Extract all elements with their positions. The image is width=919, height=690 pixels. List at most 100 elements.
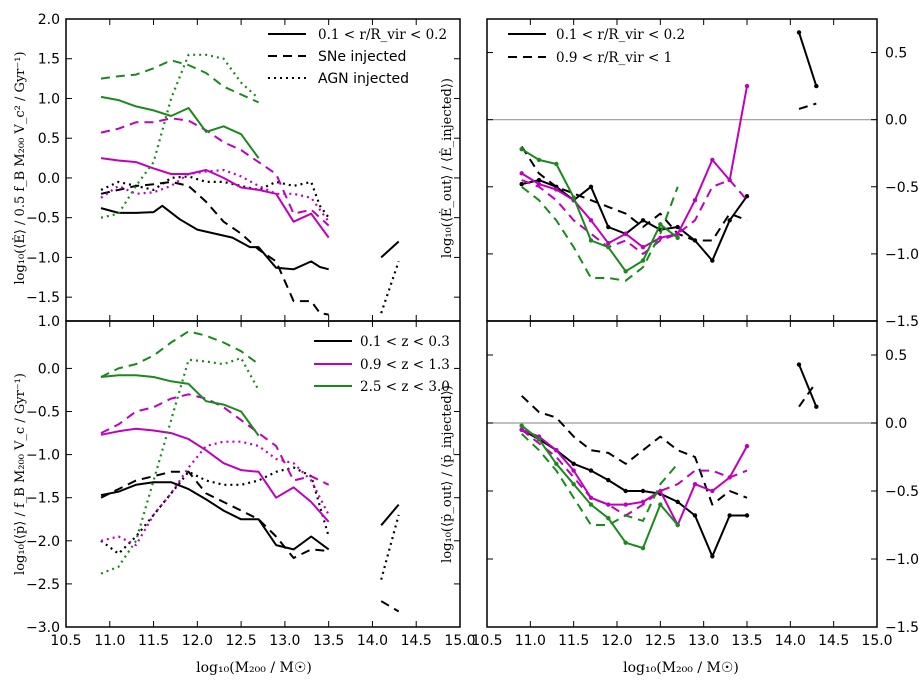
data-point: [675, 224, 680, 230]
data-point: [744, 83, 750, 89]
data-point: [623, 488, 628, 494]
series-line-black-solid: [521, 179, 748, 262]
data-point: [588, 502, 594, 507]
series-line-green-solid: [521, 424, 679, 550]
series-line-green-dotted: [100, 53, 260, 219]
y-axis-label-top-right: log₁₀(⟨Ė_out⟩ / ⟨Ė_injected⟩): [438, 78, 455, 258]
x-tick-label: 14.5: [818, 633, 849, 649]
series-line-green-solid: [100, 95, 260, 159]
data-point: [519, 181, 524, 187]
panel-bottom-right: 10.5 11.0 11.5 12.0 12.5 13.0 13.5 14.0 14.5 15.0…: [471, 320, 919, 649]
series-line-green-dashed: [100, 330, 260, 378]
x-tick-label: 14.0: [775, 633, 806, 649]
data-point: [796, 362, 802, 367]
series-line-magenta-dotted: [100, 440, 330, 547]
y-tick-label: −2.5: [26, 577, 60, 593]
data-point: [571, 195, 576, 200]
x-axis-label-right: log₁₀(M₂₀₀ / M☉): [623, 660, 739, 676]
series-line-green-dotted: [100, 357, 260, 575]
y-tick-label: −1.0: [26, 250, 60, 266]
data-point: [519, 171, 524, 176]
data-point: [675, 231, 680, 236]
data-point: [623, 540, 628, 545]
legend-top-left: 0.1 < r/R_vir < 0.2 SNe injected AGN inj…: [268, 27, 447, 87]
legend-label: 0.1 < z < 0.3: [360, 334, 450, 350]
series-line-magenta-solid: [521, 85, 748, 249]
data-point: [519, 423, 524, 428]
data-point: [658, 235, 663, 240]
series-group: [519, 30, 819, 282]
y-tick-label: −2.0: [26, 534, 60, 550]
data-point: [744, 443, 750, 449]
series-line-black-dotted: [380, 514, 400, 580]
series-line-magenta-solid: [521, 428, 748, 526]
data-point: [571, 468, 576, 473]
data-point: [710, 488, 715, 494]
data-point: [744, 193, 750, 199]
x-tick-label: 12.5: [645, 633, 676, 649]
data-point: [588, 184, 594, 189]
data-point: [692, 513, 698, 518]
data-point: [727, 218, 732, 223]
y-tick-label: −1.5: [885, 620, 919, 636]
series-line-black-dotted: [380, 261, 400, 314]
x-tick-label: 11.5: [138, 633, 169, 649]
y-tick-label: −1.0: [885, 552, 919, 568]
x-tick-label: 13.0: [688, 633, 719, 649]
data-point: [536, 181, 542, 187]
legend-label: 0.1 < r/R_vir < 0.2: [318, 27, 447, 43]
data-point: [588, 218, 594, 223]
data-point: [606, 477, 611, 483]
y-tick-label: 2.0: [38, 12, 60, 28]
y-tick-label: 1.0: [38, 91, 60, 107]
data-point: [640, 499, 646, 505]
data-point: [536, 177, 542, 183]
series-group: [100, 330, 400, 613]
series-line-black-solid: [100, 204, 329, 271]
data-point: [623, 269, 628, 274]
series-line-magenta-solid: [100, 157, 330, 239]
series-line-black-dashed: [798, 102, 817, 110]
series-line-green-dashed: [521, 433, 679, 526]
y-tick-label: −0.5: [885, 180, 919, 196]
y-tick-label: −1.5: [26, 491, 60, 507]
y-tick-label: 0.0: [885, 113, 907, 129]
series-line-black-solid: [100, 481, 330, 551]
legend-label: 0.9 < r/R_vir < 1: [556, 50, 672, 66]
series-line-black-solid: [380, 240, 400, 259]
data-point: [640, 218, 646, 223]
y-tick-label: −1.0: [26, 448, 60, 464]
data-point: [640, 488, 646, 494]
y-tick-label: −3.0: [26, 620, 60, 636]
y-tick-label: −1.5: [26, 290, 60, 306]
data-point: [658, 502, 663, 507]
legend-label: 0.9 < z < 1.3: [360, 357, 450, 373]
y-tick-label: −1.5: [885, 314, 919, 330]
series-line-black-solid: [380, 503, 400, 526]
y-tick-label: −0.5: [26, 211, 60, 227]
legend-label: AGN injected: [318, 71, 409, 87]
series-line-magenta-dotted: [100, 168, 330, 223]
data-point: [571, 482, 576, 487]
series-line-black-dashed: [100, 470, 329, 559]
y-axis-label-top-left: log₁₀(⟨Ė⟩ / 0.5 f_B M₂₀₀ V_c² / Gyr⁻¹): [11, 51, 28, 284]
plot-frame: [65, 320, 461, 628]
data-point: [606, 502, 611, 507]
series-line-black-dashed: [798, 381, 818, 408]
data-point: [744, 513, 750, 518]
data-point: [675, 235, 680, 240]
legend-label: 0.1 < r/R_vir < 0.2: [556, 27, 685, 43]
data-point: [554, 161, 559, 167]
data-point: [588, 238, 594, 243]
data-point: [710, 258, 715, 263]
data-point: [710, 157, 715, 163]
data-point: [623, 231, 628, 236]
legend-top-right: 0.1 < r/R_vir < 0.2 0.9 < r/R_vir < 1: [508, 27, 685, 66]
series-line-magenta-dashed: [100, 393, 330, 486]
data-point: [796, 30, 802, 35]
series-line-black-solid: [798, 364, 818, 408]
x-tick-label: 15.0: [861, 633, 892, 649]
legend-label: SNe injected: [318, 49, 406, 65]
series-line-black-solid: [798, 32, 818, 87]
